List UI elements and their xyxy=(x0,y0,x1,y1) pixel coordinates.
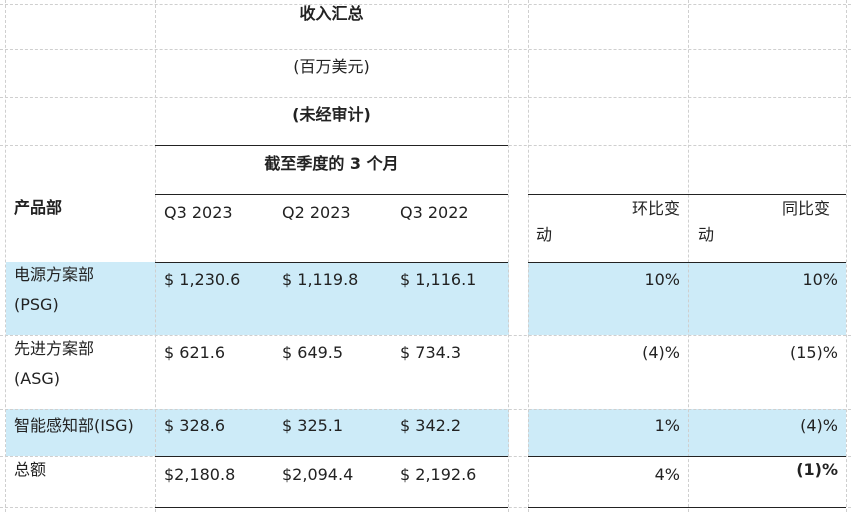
cell-total-qoq: 4% xyxy=(654,465,680,484)
grid-line xyxy=(846,0,847,512)
grid-line xyxy=(688,0,689,512)
audit-label: (未经审计) xyxy=(292,105,371,124)
cell-asg-yoy: (15)% xyxy=(789,343,838,362)
rule-under-header xyxy=(155,262,508,263)
rule-above-total xyxy=(155,456,508,457)
cell-psg-q3-2022: $ 1,116.1 xyxy=(400,270,477,289)
column-header-yoy-cont: 动 xyxy=(698,225,715,244)
column-header-qoq: 环比变 xyxy=(631,199,680,218)
cell-asg-q3-2022: $ 734.3 xyxy=(400,343,462,362)
cell-isg-q3-2022: $ 342.2 xyxy=(400,416,462,435)
row-highlight-psg-right xyxy=(528,262,846,335)
rule-under-total-right xyxy=(528,507,846,508)
grid-line xyxy=(528,0,529,512)
grid-line xyxy=(5,0,6,512)
table-title: 收入汇总 xyxy=(299,4,364,23)
grid-line xyxy=(0,409,851,410)
cell-asg-qoq: (4)% xyxy=(642,343,680,362)
column-header-yoy: 同比变 xyxy=(781,199,830,218)
cell-asg-q3-2023: $ 621.6 xyxy=(164,343,226,362)
row-label-total: 总额 xyxy=(14,460,47,479)
grid-line xyxy=(0,4,851,5)
row-label-psg-code: (PSG) xyxy=(14,295,59,314)
column-header-q3-2023: Q3 2023 xyxy=(164,203,233,222)
cell-total-q3-2023: $2,180.8 xyxy=(164,465,236,484)
cell-total-q3-2022: $ 2,192.6 xyxy=(400,465,477,484)
unit-label: (百万美元) xyxy=(293,57,370,76)
column-header-q2-2023: Q2 2023 xyxy=(282,203,351,222)
cell-total-q2-2023: $2,094.4 xyxy=(282,465,354,484)
rule-under-header-right xyxy=(528,262,846,263)
grid-line xyxy=(0,97,851,98)
row-highlight-isg xyxy=(6,409,509,456)
cell-total-yoy: (1)% xyxy=(796,460,838,479)
cell-psg-yoy: 10% xyxy=(802,270,838,289)
row-highlight-psg xyxy=(6,262,509,335)
period-label: 截至季度的 3 个月 xyxy=(264,154,399,173)
column-header-q3-2022: Q3 2022 xyxy=(400,203,469,222)
rule-under-period xyxy=(155,194,508,195)
row-highlight-isg-right xyxy=(528,409,846,456)
rule-above-total-right xyxy=(528,456,846,457)
column-header-qoq-cont: 动 xyxy=(536,225,553,244)
rule-under-audit xyxy=(155,145,508,146)
column-header-segment: 产品部 xyxy=(14,198,63,217)
row-label-asg-code: (ASG) xyxy=(14,369,60,388)
rule-under-period-right xyxy=(528,194,846,195)
grid-line xyxy=(0,49,851,50)
cell-isg-yoy: (4)% xyxy=(800,416,838,435)
cell-isg-qoq: 1% xyxy=(654,416,680,435)
cell-psg-q2-2023: $ 1,119.8 xyxy=(282,270,359,289)
grid-line xyxy=(508,0,509,512)
cell-isg-q3-2023: $ 328.6 xyxy=(164,416,226,435)
cell-psg-qoq: 10% xyxy=(644,270,680,289)
rule-under-total xyxy=(155,507,508,508)
grid-line xyxy=(155,0,156,512)
cell-psg-q3-2023: $ 1,230.6 xyxy=(164,270,241,289)
grid-line xyxy=(0,335,851,336)
cell-isg-q2-2023: $ 325.1 xyxy=(282,416,344,435)
cell-asg-q2-2023: $ 649.5 xyxy=(282,343,344,362)
row-label-psg: 电源方案部 xyxy=(14,265,95,284)
row-label-isg: 智能感知部(ISG) xyxy=(14,416,134,435)
row-label-asg: 先进方案部 xyxy=(14,339,95,358)
